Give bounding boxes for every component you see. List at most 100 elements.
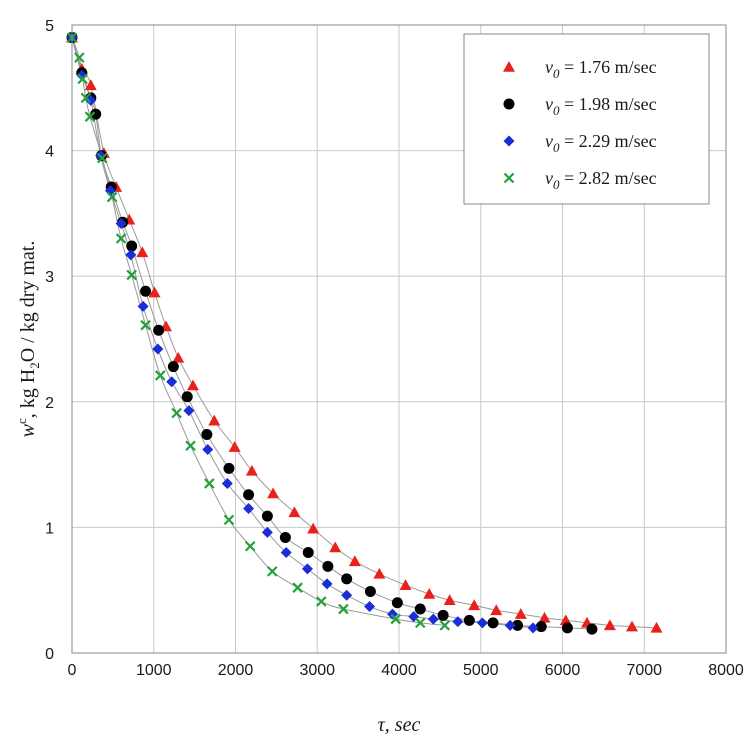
data-point <box>321 578 333 590</box>
data-point <box>126 269 137 281</box>
data-point <box>243 503 255 515</box>
x-axis-title-text: τ, sec <box>378 714 421 736</box>
data-point <box>90 108 102 120</box>
x-tick-label: 3000 <box>299 662 335 679</box>
data-point <box>302 547 314 559</box>
legend-label-rest: = 2.82 m/sec <box>560 168 657 188</box>
data-point <box>106 191 118 203</box>
legend-marker <box>503 135 515 147</box>
data-point <box>202 444 214 456</box>
data-point <box>181 391 193 403</box>
legend-label-sub: 0 <box>553 66 560 81</box>
data-point <box>439 620 451 631</box>
legend-label-symbol: v <box>545 94 553 114</box>
data-point <box>561 622 573 634</box>
data-point <box>364 601 376 613</box>
data-point <box>414 617 426 629</box>
x-tick-label: 6000 <box>545 662 581 679</box>
data-point <box>443 594 456 606</box>
x-tick-label: 2000 <box>218 662 254 679</box>
x-tick-label: 1000 <box>136 662 172 679</box>
data-point <box>341 573 353 585</box>
legend-marker <box>503 172 515 184</box>
data-point <box>153 324 165 336</box>
data-point <box>437 609 449 621</box>
data-point <box>77 73 88 85</box>
data-point <box>245 464 258 476</box>
data-point <box>535 621 547 633</box>
data-point <box>155 370 166 381</box>
legend-label: v0 = 1.76 m/sec <box>545 57 657 81</box>
data-point <box>625 620 638 632</box>
data-point <box>452 616 464 628</box>
data-point <box>152 343 164 355</box>
legend-label-symbol: v <box>545 168 553 188</box>
data-point <box>476 617 488 629</box>
data-point <box>267 566 278 577</box>
legend-label-sub: 0 <box>553 140 560 155</box>
y-axis-title-sup: c <box>14 418 29 424</box>
data-point <box>185 440 196 452</box>
data-point <box>84 111 96 122</box>
data-point <box>427 613 439 625</box>
series-1-markers <box>66 32 598 635</box>
legend-label: v0 = 1.98 m/sec <box>545 94 657 118</box>
data-marker-layer <box>66 31 663 635</box>
data-point <box>166 376 178 388</box>
legend-box <box>463 33 710 205</box>
data-point <box>126 240 138 252</box>
y-tick-label: 2 <box>45 395 54 412</box>
x-tick-label: 4000 <box>381 662 417 679</box>
data-point <box>280 547 292 559</box>
data-point <box>487 617 499 629</box>
data-point <box>201 428 213 440</box>
data-point <box>228 441 241 452</box>
data-point <box>186 379 199 391</box>
data-point <box>504 619 516 631</box>
data-point <box>267 487 280 499</box>
data-point <box>125 249 137 261</box>
data-point <box>115 233 127 244</box>
data-point <box>316 596 327 607</box>
data-point <box>386 608 398 620</box>
legend-label-sub: 0 <box>553 103 560 118</box>
data-point <box>514 608 527 619</box>
data-point <box>399 579 412 590</box>
data-point <box>468 599 481 611</box>
data-point <box>390 613 402 625</box>
data-point <box>338 603 349 615</box>
legend-label: v0 = 2.82 m/sec <box>545 168 657 192</box>
legend-label-rest: = 1.98 m/sec <box>560 94 657 114</box>
data-point <box>538 611 551 623</box>
data-point <box>244 540 256 552</box>
y-tick-label: 4 <box>45 144 54 161</box>
data-point <box>204 478 215 489</box>
data-point <box>292 582 303 593</box>
data-point <box>80 92 92 104</box>
y-tick-label: 0 <box>45 646 54 663</box>
x-tick-label: 7000 <box>626 662 662 679</box>
data-point <box>172 351 185 363</box>
data-point <box>288 506 301 518</box>
x-tick-label: 0 <box>68 662 77 679</box>
plot-frame <box>71 24 727 654</box>
data-point <box>137 300 149 312</box>
legend-label-symbol: v <box>545 57 553 77</box>
data-point <box>223 514 235 526</box>
legend-label-rest: = 1.76 m/sec <box>560 57 657 77</box>
legend-label: v0 = 2.29 m/sec <box>545 131 657 155</box>
data-point <box>341 589 353 601</box>
x-axis-title: τ, sec <box>378 714 421 736</box>
x-tick-label: 8000 <box>708 662 744 679</box>
data-point <box>527 622 539 634</box>
y-tick-label: 1 <box>45 520 54 537</box>
data-point <box>243 489 255 501</box>
data-point <box>84 79 97 91</box>
legend-label-symbol: v <box>545 131 553 151</box>
data-point <box>167 361 179 373</box>
data-point <box>391 597 403 609</box>
data-point <box>148 286 161 298</box>
data-point <box>414 603 426 615</box>
